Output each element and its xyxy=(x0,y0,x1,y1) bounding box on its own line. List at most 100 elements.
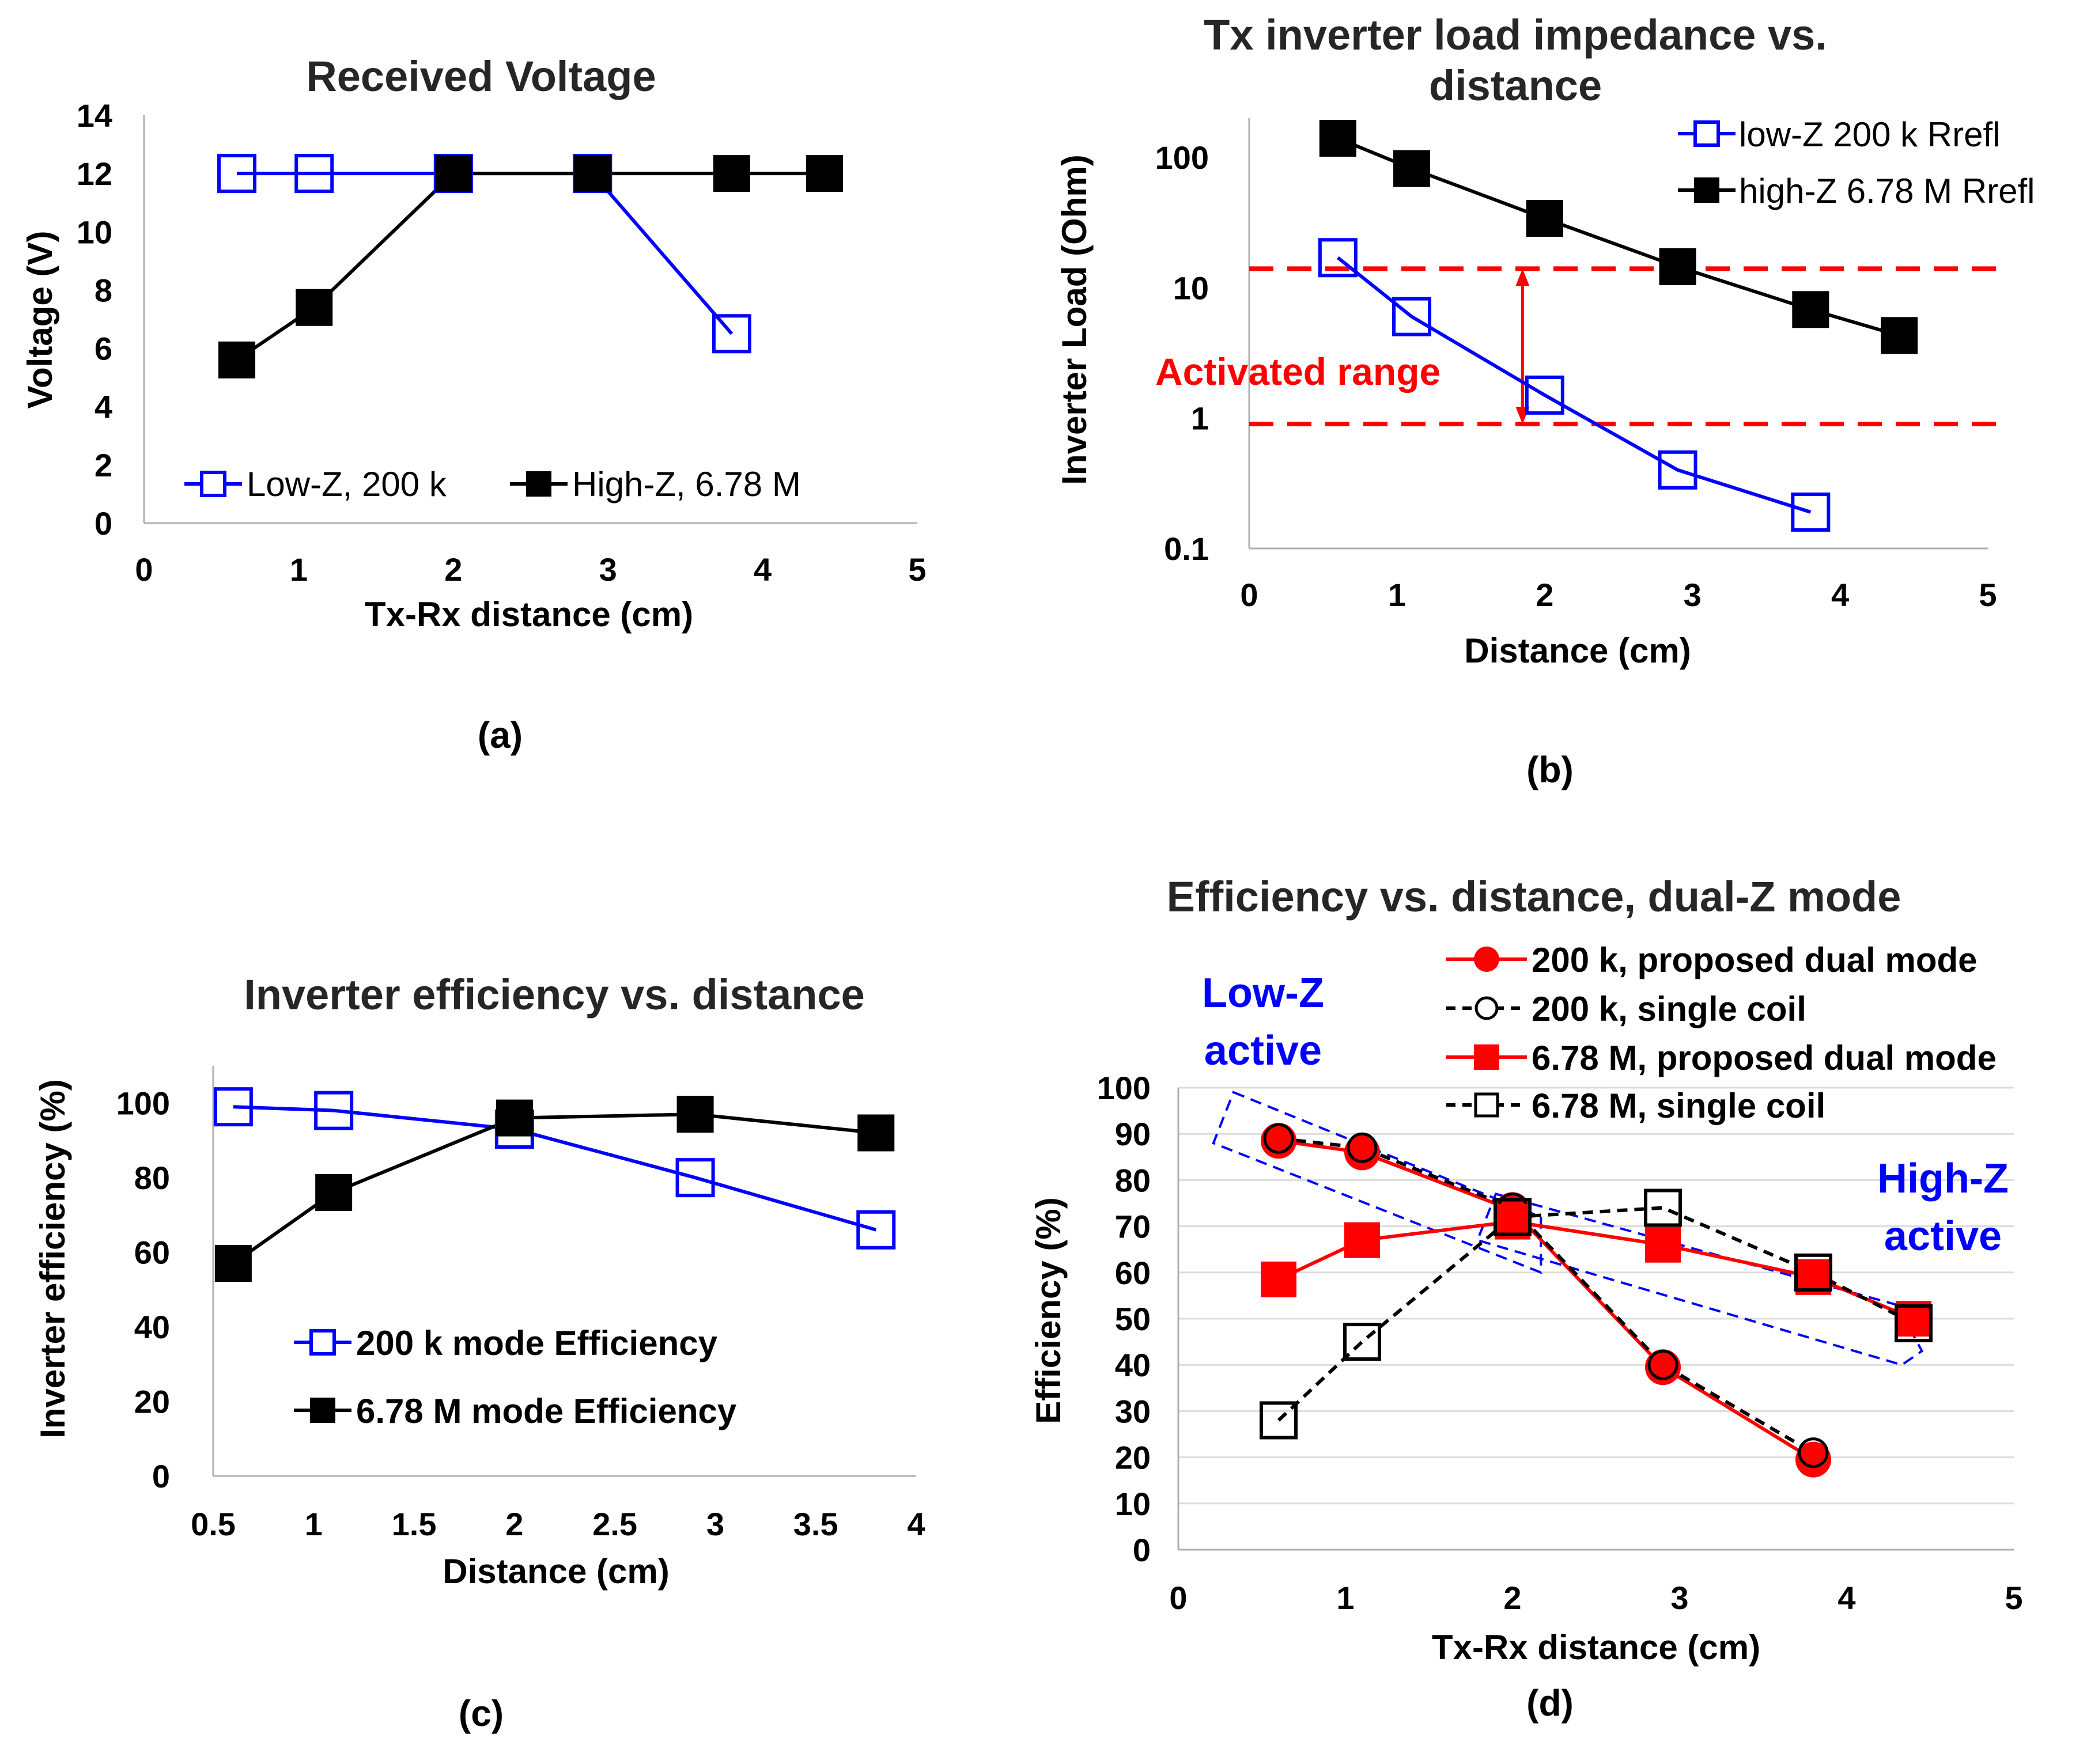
chart-d-series-0-point-4 xyxy=(1795,1441,1831,1478)
chart-d-series-3-point-3 xyxy=(1644,1188,1682,1227)
chart-b-y-ticks: 0.1 1 10 100 xyxy=(1155,139,1209,567)
chart-d-y-tick-8: 80 xyxy=(1115,1162,1151,1198)
chart-d-y-tick-10: 100 xyxy=(1097,1070,1151,1106)
chart-c-y-tick-4: 80 xyxy=(134,1160,170,1196)
chart-d-x-tick-2: 2 xyxy=(1503,1580,1521,1616)
chart-d-y-tick-1: 10 xyxy=(1115,1486,1151,1522)
chart-d-legend: 200 k, proposed dual mode 200 k, single … xyxy=(1446,941,1997,1125)
chart-a-x-ticks: 0 1 2 3 4 5 xyxy=(135,551,926,588)
chart-c-series-0-point-0 xyxy=(213,1087,253,1127)
chart-b-y-tick-3: 100 xyxy=(1155,139,1209,176)
chart-d-y-tick-3: 30 xyxy=(1115,1393,1151,1429)
chart-c-y-tick-1: 20 xyxy=(134,1384,170,1420)
chart-c-series-1-point-0 xyxy=(214,1245,252,1282)
chart-b-series-1-point-1 xyxy=(1393,150,1431,187)
chart-c-y-tick-0: 0 xyxy=(152,1458,170,1494)
chart-d-series-1-point-1 xyxy=(1347,1132,1378,1163)
chart-c-legend: 200 k mode Efficiency 6.78 M mode Effici… xyxy=(294,1324,737,1430)
chart-b-reference-lines xyxy=(1249,266,2005,427)
chart-b-x-tick-5: 5 xyxy=(1979,577,1997,613)
chart-d-legend-marker-3 xyxy=(1474,1092,1499,1118)
chart-a-axes xyxy=(143,115,917,524)
chart-d-legend-marker-0 xyxy=(1474,947,1499,972)
chart-a-y-tick-1: 2 xyxy=(94,447,112,483)
chart-a-legend-marker-1 xyxy=(526,471,551,497)
chart-c-legend-marker-0 xyxy=(309,1329,336,1356)
chart-a-series-1-point-2 xyxy=(434,155,472,192)
chart-c-title: Inverter efficiency vs. distance xyxy=(244,971,865,1019)
chart-c-series-0-point-1 xyxy=(314,1091,354,1130)
chart-d-y-tick-2: 20 xyxy=(1115,1440,1151,1476)
chart-d-series-1-point-4 xyxy=(1798,1437,1829,1468)
chart-a-series-0-point-4 xyxy=(712,314,751,354)
chart-b-x-ticks: 0 1 2 3 4 5 xyxy=(1240,577,1997,613)
chart-b-x-tick-1: 1 xyxy=(1388,577,1406,613)
chart-b-series-0-point-2 xyxy=(1525,375,1564,415)
chart-a-series-0-point-0 xyxy=(217,154,257,194)
chart-b-series-0-line xyxy=(1336,256,1812,514)
chart-c: Inverter efficiency vs. distance 0 20 40 60… xyxy=(33,971,925,1734)
chart-d-series-3-point-2 xyxy=(1494,1198,1532,1236)
chart-c-axes xyxy=(212,1066,916,1477)
chart-c-series-1-point-4 xyxy=(857,1114,895,1152)
chart-a-y-tick-0: 0 xyxy=(94,505,112,542)
chart-b-legend-marker-1 xyxy=(1694,177,1719,203)
chart-d-legend-label-0: 200 k, proposed dual mode xyxy=(1532,941,1978,979)
chart-a-panel-label: (a) xyxy=(478,714,523,756)
chart-a-series-1-point-3 xyxy=(574,155,611,192)
chart-c-panel-label: (c) xyxy=(459,1693,504,1734)
chart-a-x-tick-1: 1 xyxy=(290,551,308,588)
chart-c-ylabel: Inverter efficiency (%) xyxy=(33,1079,72,1439)
chart-a-legend-marker-0 xyxy=(200,471,226,497)
chart-d-y-tick-4: 40 xyxy=(1115,1347,1151,1383)
chart-d-x-tick-5: 5 xyxy=(2005,1580,2022,1616)
chart-b-xlabel: Distance (cm) xyxy=(1464,631,1691,670)
chart-b-series-0-point-0 xyxy=(1318,238,1358,278)
chart-a-series-1-point-1 xyxy=(296,289,333,326)
chart-c-x-tick-0: 0.5 xyxy=(191,1506,236,1542)
chart-d-high-z-region xyxy=(1476,1193,1924,1366)
chart-b-x-tick-2: 2 xyxy=(1536,577,1553,613)
chart-b-x-tick-0: 0 xyxy=(1240,577,1258,613)
chart-c-x-tick-2: 1.5 xyxy=(392,1506,437,1542)
chart-a-series xyxy=(217,154,843,378)
chart-d-x-tick-4: 4 xyxy=(1838,1580,1855,1616)
chart-d-series-1-point-3 xyxy=(1647,1349,1678,1380)
chart-c-series xyxy=(213,1087,896,1282)
chart-d-annotations: Low-Z active High-Z active xyxy=(1202,970,2009,1259)
chart-d-legend-marker-1 xyxy=(1474,996,1499,1020)
chart-d-xlabel: Tx-Rx distance (cm) xyxy=(1432,1628,1760,1667)
chart-d-series-3-point-4 xyxy=(1794,1253,1832,1292)
chart-d-series-1-line xyxy=(1278,1137,1814,1455)
chart-a-xlabel: Tx-Rx distance (cm) xyxy=(365,595,693,634)
chart-a-y-tick-5: 10 xyxy=(77,214,112,250)
chart-d-series-1-point-0 xyxy=(1263,1123,1294,1154)
chart-a-y-tick-2: 4 xyxy=(94,389,112,425)
chart-b: Tx inverter load impedance vs. distance … xyxy=(1055,11,2035,790)
chart-a-x-tick-3: 3 xyxy=(599,551,617,588)
chart-d-title: Efficiency vs. distance, dual-Z mode xyxy=(1167,873,1901,921)
chart-c-x-ticks: 0.5 1 1.5 2 2.5 3 3.5 4 xyxy=(191,1506,925,1542)
chart-d-legend-marker-2 xyxy=(1474,1044,1499,1070)
chart-a-y-tick-7: 14 xyxy=(77,97,112,134)
chart-d-legend-label-3: 6.78 M, single coil xyxy=(1532,1087,1825,1125)
chart-b-legend-label-1: high-Z 6.78 M Rrefl xyxy=(1739,172,2035,210)
chart-c-legend-label-1: 6.78 M mode Efficiency xyxy=(356,1392,737,1430)
chart-b-title-line2: distance xyxy=(1429,62,1602,109)
chart-d-x-tick-0: 0 xyxy=(1169,1580,1187,1616)
chart-d-annotation-lowz: Low-Z xyxy=(1202,970,1324,1016)
chart-c-series-1-point-1 xyxy=(315,1174,353,1212)
chart-b-series-1-point-2 xyxy=(1526,200,1563,237)
chart-b-annotation: Activated range xyxy=(1155,350,1441,393)
chart-d-y-tick-9: 90 xyxy=(1115,1116,1151,1152)
chart-c-x-tick-6: 3.5 xyxy=(793,1506,838,1542)
chart-d-series-3-point-0 xyxy=(1260,1401,1298,1440)
chart-d-axes xyxy=(1177,1088,2014,1551)
chart-c-x-tick-1: 1 xyxy=(305,1506,323,1542)
chart-a-series-1-point-0 xyxy=(218,341,256,378)
chart-c-y-tick-2: 40 xyxy=(134,1309,170,1345)
chart-a-series-0-point-1 xyxy=(294,154,334,194)
chart-d-low-z-region xyxy=(1212,1091,1542,1274)
